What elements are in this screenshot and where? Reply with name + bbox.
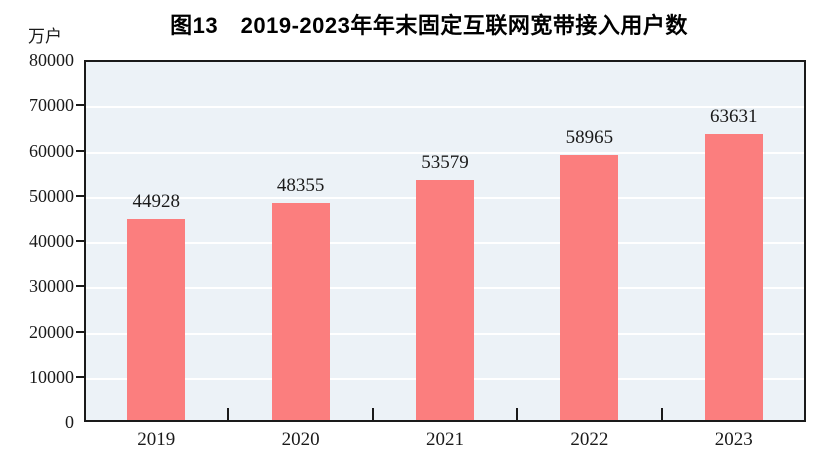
y-tick-label: 80000 <box>29 50 74 70</box>
x-axis-tick-mark <box>660 408 663 420</box>
y-axis-tick-mark <box>76 285 84 288</box>
y-tick-label: 60000 <box>29 140 74 161</box>
bar-2021 <box>416 179 474 420</box>
y-tick-label: 30000 <box>29 276 74 297</box>
x-axis-tick-mark <box>227 408 230 420</box>
y-axis-tick-mark <box>76 104 84 107</box>
gridline <box>86 151 804 154</box>
bar-2020 <box>271 203 330 420</box>
y-axis-tick-mark <box>76 330 84 333</box>
chart-title: 图13 2019-2023年年末固定互联网宽带接入用户数 <box>170 13 688 38</box>
x-category-label: 2022 <box>570 429 609 450</box>
y-tick-label: 40000 <box>29 231 74 251</box>
bar-value-label: 48355 <box>276 175 325 197</box>
x-category-label: 2019 <box>137 429 176 450</box>
bar-value-label: 44928 <box>132 190 180 212</box>
gridline <box>86 106 804 109</box>
y-tick-label: 10000 <box>29 366 74 387</box>
y-axis-tick-mark <box>76 194 84 197</box>
y-tick-label: 20000 <box>29 321 74 342</box>
y-axis-tick-mark <box>76 240 84 242</box>
bar-2022 <box>560 155 619 420</box>
plot-area <box>84 60 806 422</box>
y-tick-label: 70000 <box>29 95 74 116</box>
bar-value-label: 53579 <box>421 151 469 173</box>
x-category-label: 2021 <box>426 429 464 450</box>
bar-value-label: 58965 <box>565 127 614 149</box>
bar-2023 <box>704 134 763 420</box>
bar-value-label: 63631 <box>710 106 758 128</box>
bar-2019 <box>127 218 186 420</box>
x-category-label: 2020 <box>281 429 320 450</box>
x-axis-tick-mark <box>516 408 519 420</box>
x-category-label: 2023 <box>714 429 753 450</box>
y-axis-tick-mark <box>76 149 84 152</box>
y-tick-label: 50000 <box>29 185 74 206</box>
y-tick-label: 0 <box>65 412 74 432</box>
y-axis-unit-label: 万户 <box>28 27 62 46</box>
x-axis-tick-mark <box>371 408 374 420</box>
y-axis-tick-mark <box>76 375 84 378</box>
